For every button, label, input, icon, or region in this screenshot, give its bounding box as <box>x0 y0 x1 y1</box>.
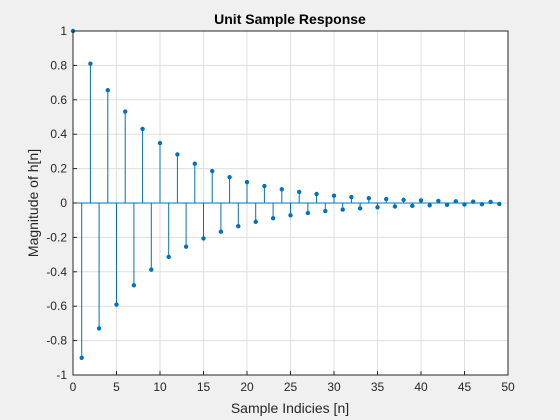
y-tick-label: -0.6 <box>46 299 67 313</box>
stem-marker <box>79 355 84 360</box>
stem-marker <box>209 168 215 174</box>
stem-marker <box>384 196 389 202</box>
stem-marker <box>444 202 450 208</box>
y-tick-label: 0.4 <box>50 127 67 141</box>
y-axis-label: Magnitude of h[n] <box>25 149 41 257</box>
stem-marker <box>436 198 441 204</box>
stem-marker <box>149 267 154 272</box>
stem-marker <box>157 140 163 146</box>
stem-marker <box>314 191 319 197</box>
x-tick-label: 5 <box>113 380 120 394</box>
stem-marker <box>270 216 276 221</box>
stem-marker <box>427 203 432 208</box>
x-axis-label: Sample Indicies [n] <box>231 400 349 416</box>
stem-marker <box>305 210 311 216</box>
stem-marker <box>418 198 424 203</box>
x-tick-label: 50 <box>501 380 515 394</box>
stem-marker <box>349 194 354 200</box>
y-tick-label: -0.4 <box>46 265 67 279</box>
x-tick-label: 10 <box>153 380 167 394</box>
x-axis-ticks: 0 5 10 15 20 25 30 35 40 45 50 <box>70 371 515 394</box>
stem-marker <box>183 244 189 249</box>
stem-marker <box>401 197 406 203</box>
y-tick-label: 0 <box>60 196 67 210</box>
stem-marker <box>175 152 180 157</box>
x-tick-label: 30 <box>327 380 341 394</box>
y-tick-label: 0.2 <box>50 162 67 176</box>
stem-marker <box>105 87 110 93</box>
chart-title: Unit Sample Response <box>214 11 366 27</box>
stem-marker <box>357 206 363 211</box>
y-tick-label: 0.6 <box>50 93 67 107</box>
y-tick-label: -1 <box>56 368 67 382</box>
y-tick-label: 1 <box>60 24 67 38</box>
stem-marker <box>462 202 467 207</box>
stem-marker <box>114 302 119 307</box>
stem-marker <box>410 203 415 209</box>
stem-marker <box>218 229 224 234</box>
x-tick-label: 0 <box>70 380 77 394</box>
stem-marker <box>131 283 137 288</box>
stem-marker <box>140 126 145 132</box>
stem-marker <box>331 193 337 198</box>
stem-marker <box>192 161 197 166</box>
y-tick-label: -0.8 <box>46 334 67 348</box>
stem-marker <box>471 199 476 204</box>
stem-marker <box>488 199 493 205</box>
stem-marker <box>236 224 241 229</box>
stem-marker <box>96 326 102 331</box>
x-tick-label: 45 <box>458 380 472 394</box>
stem-marker <box>366 196 371 201</box>
x-tick-label: 25 <box>284 380 298 394</box>
y-tick-label: 0.8 <box>50 58 67 72</box>
y-tick-label: -0.2 <box>46 230 67 244</box>
stem-marker <box>88 61 93 66</box>
stem-marker <box>453 199 458 204</box>
x-tick-label: 20 <box>240 380 254 394</box>
stem-marker <box>166 254 171 260</box>
markers <box>70 28 502 360</box>
x-tick-label: 15 <box>197 380 211 394</box>
stem-marker <box>497 201 502 207</box>
stem-marker <box>479 202 485 207</box>
stem-marker <box>227 174 232 180</box>
stem-marker <box>201 236 206 241</box>
stem-marker <box>340 207 345 212</box>
stem-marker <box>297 189 302 195</box>
y-axis-ticks: -1 -0.8 -0.6 -0.4 -0.2 0 0.2 0.4 0.6 0.8 1 <box>46 24 77 382</box>
stem-marker <box>288 213 293 218</box>
stem-marker <box>375 205 380 210</box>
stem-marker <box>323 208 328 214</box>
stem-marker <box>122 109 128 114</box>
x-tick-label: 40 <box>414 380 428 394</box>
x-tick-label: 35 <box>371 380 385 394</box>
stem-marker <box>253 219 258 225</box>
stem-marker <box>392 204 398 209</box>
stem-marker <box>279 187 284 192</box>
stem-marker <box>244 179 250 185</box>
stem-marker <box>262 183 267 189</box>
